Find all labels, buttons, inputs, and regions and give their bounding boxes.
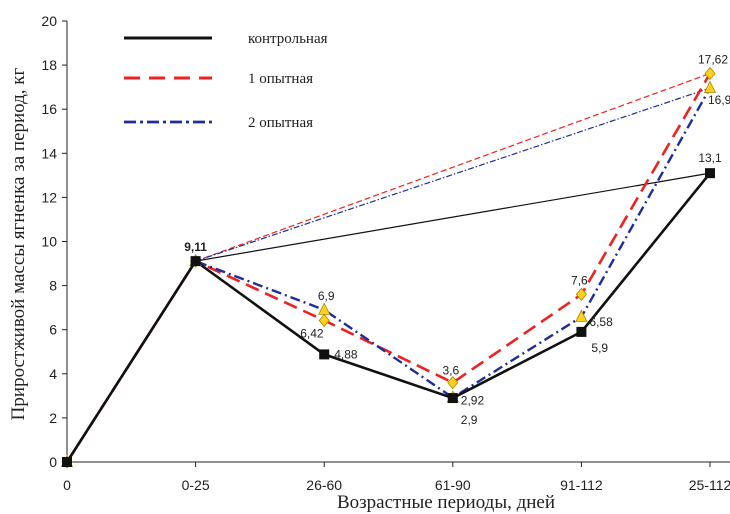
x-tick-label: 0-25	[182, 477, 210, 493]
series-line	[65, 172, 712, 463]
y-axis-ticks: 0 2 4 6 8 10 12 14 16 18 20	[41, 13, 67, 470]
square-marker	[447, 393, 458, 404]
chart-axes	[66, 21, 730, 463]
y-axis-title: Приростживой массы ягненка за период, кг	[8, 67, 29, 420]
x-tick-label: 26-60	[306, 477, 342, 493]
data-label: 4,88	[334, 347, 358, 361]
y-tick-label: 6	[49, 322, 57, 338]
triangle-marker	[703, 80, 717, 93]
data-label: 2,9	[461, 413, 478, 427]
reference-line	[195, 172, 711, 262]
reference-lines	[195, 72, 711, 262]
legend-label: 1 опытная	[248, 71, 313, 87]
data-label: 9,11	[184, 240, 207, 254]
data-label: 16,96	[708, 93, 730, 107]
square-marker	[576, 326, 587, 337]
data-label: 6,9	[318, 289, 335, 303]
legend-label: контрольная	[248, 31, 328, 47]
data-label: 3,6	[442, 364, 459, 378]
reference-line	[195, 72, 711, 262]
data-markers	[60, 66, 717, 469]
legend: контрольная 1 опытная 2 опытная	[124, 31, 328, 131]
diamond-marker	[318, 313, 330, 328]
diamond-marker	[704, 66, 716, 81]
y-tick-label: 4	[49, 366, 57, 382]
y-tick-label: 18	[41, 57, 57, 73]
triangle-marker	[318, 302, 331, 315]
legend-label: 2 опытная	[248, 115, 313, 131]
x-tick-label: 61-90	[435, 477, 471, 493]
x-tick-label: 25-112	[689, 477, 730, 493]
data-label: 6,42	[300, 326, 324, 340]
y-tick-label: 16	[41, 101, 57, 117]
reference-line	[195, 87, 711, 262]
series-line	[65, 72, 712, 463]
data-labels: 9,11 4,88 2,9 5,9 13,1 6,42 3,6 7,6 17,62 6,9 2,92…	[184, 52, 730, 427]
diamond-marker	[447, 375, 459, 390]
x-axis-title: Возрастные периоды, дней	[337, 492, 555, 513]
series-lines	[65, 72, 712, 463]
data-label: 5,9	[591, 341, 608, 355]
diamond-marker	[575, 287, 587, 302]
square-marker	[705, 168, 715, 179]
x-tick-label: 0	[63, 477, 71, 493]
y-tick-label: 2	[49, 410, 57, 426]
series-line	[65, 87, 712, 463]
y-tick-label: 14	[41, 145, 57, 161]
triangle-marker	[575, 309, 588, 322]
square-marker	[62, 457, 72, 467]
data-label: 7,6	[571, 273, 588, 287]
y-tick-label: 10	[41, 234, 57, 250]
x-axis-ticks: 0 0-25 26-60 61-90 91-112 25-112	[63, 462, 730, 493]
data-label: 6,58	[589, 315, 613, 329]
x-tick-label: 91-112	[560, 477, 603, 493]
y-tick-label: 8	[49, 278, 57, 294]
data-label: 13,1	[698, 151, 722, 165]
square-marker	[319, 349, 330, 360]
data-label: 2,92	[461, 394, 485, 408]
square-marker	[190, 256, 201, 267]
y-tick-label: 12	[41, 189, 57, 205]
data-label: 17,62	[698, 52, 728, 66]
y-tick-label: 0	[49, 454, 57, 470]
y-tick-label: 20	[41, 13, 57, 29]
